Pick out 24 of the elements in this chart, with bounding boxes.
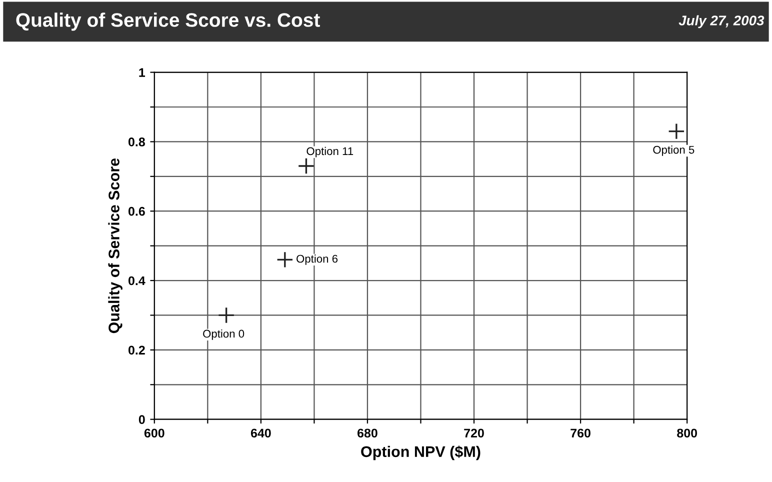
x-tick-label: 640 [250, 428, 271, 438]
x-axis-title: Option NPV ($M) [361, 446, 480, 460]
y-axis-title: Quality of Service Score [108, 158, 122, 334]
y-tick-label: 0.4 [128, 276, 146, 286]
annotation: Option 5 [653, 146, 694, 156]
point [276, 251, 294, 268]
annotation: Option 0 [203, 329, 244, 340]
point [218, 306, 235, 324]
point [668, 122, 685, 140]
y-tick-label: 0.6 [128, 206, 145, 216]
text: July 27, 2003 [678, 15, 764, 28]
x-tick-label: 680 [358, 428, 378, 438]
x-tick-label: 760 [570, 428, 590, 438]
y-tick-label: 1 [139, 68, 146, 77]
annotation: Option 11 [306, 146, 354, 158]
chart-title: Quality of Service Score vs. Cost [16, 12, 320, 31]
y-tick-label: 0 [138, 415, 145, 424]
annotation: Option 6 [296, 254, 338, 265]
x-tick-label: 720 [464, 428, 484, 438]
y-tick-label: 0.8 [128, 138, 145, 146]
y-tick-label: 0.2 [128, 346, 145, 355]
x-tick-label: 600 [144, 428, 164, 438]
x-tick-label: 800 [677, 428, 697, 438]
point [298, 158, 315, 174]
